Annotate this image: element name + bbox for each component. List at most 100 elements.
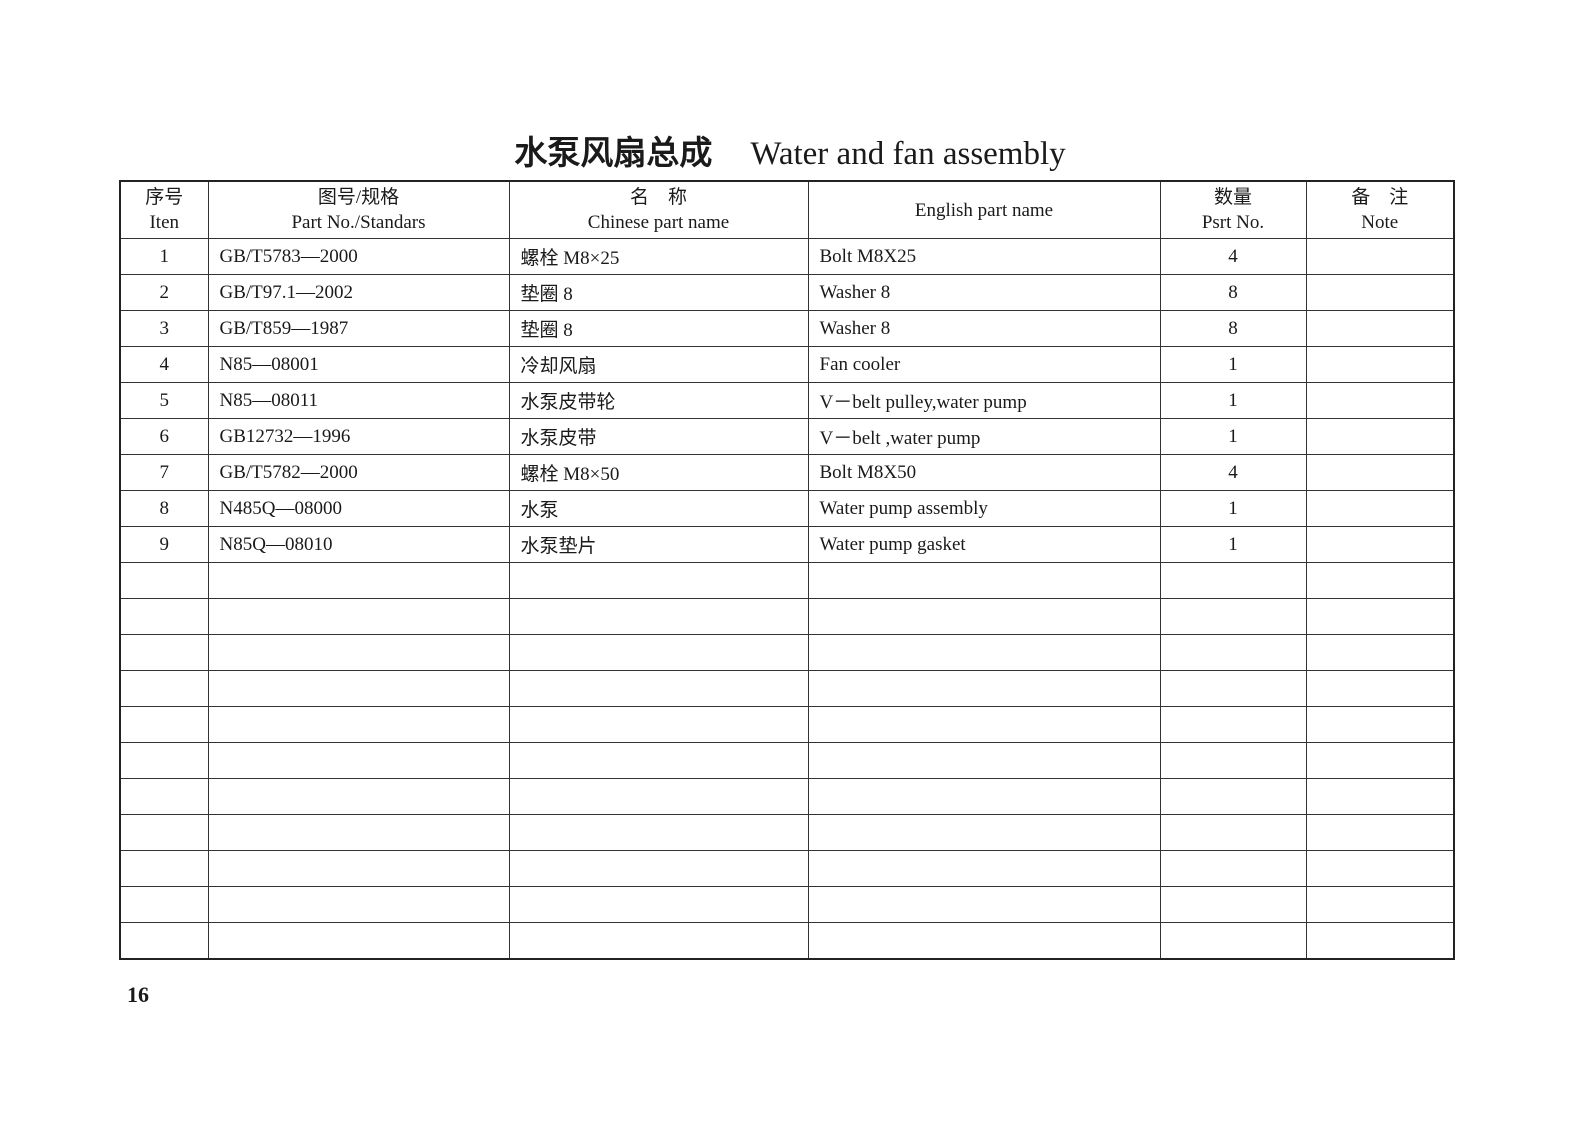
cell-part-no: N85—08011 (207, 382, 510, 419)
cell-note (1305, 922, 1455, 960)
cell-english-name: V－belt pulley,water pump (807, 382, 1161, 419)
table-row: 8 N485Q—08000 水泵 Water pump assembly 1 (119, 490, 1455, 527)
cell-note (1305, 670, 1455, 707)
cell-item: 4 (119, 346, 209, 383)
cell-item (119, 706, 209, 743)
cell-part-no (207, 778, 510, 815)
cell-english-name: Water pump assembly (807, 490, 1161, 527)
cell-item (119, 922, 209, 960)
cell-note (1305, 598, 1455, 635)
cell-part-no (207, 598, 510, 635)
cell-english-name (807, 922, 1161, 960)
cell-note (1305, 706, 1455, 743)
cell-quantity (1159, 886, 1307, 923)
column-header-quantity: 数量 Psrt No. (1159, 180, 1307, 239)
cell-quantity (1159, 814, 1307, 851)
cell-chinese-name: 垫圈 8 (508, 274, 809, 311)
cell-chinese-name (508, 634, 809, 671)
header-en: Note (1361, 212, 1399, 233)
cell-quantity: 1 (1159, 418, 1307, 455)
cell-quantity (1159, 778, 1307, 815)
cell-chinese-name: 水泵皮带 (508, 418, 809, 455)
cell-chinese-name: 水泵皮带轮 (508, 382, 809, 419)
cell-part-no (207, 886, 510, 923)
cell-part-no (207, 562, 510, 599)
empty-row (119, 598, 1455, 635)
cell-part-no (207, 670, 510, 707)
title-english: Water and fan assembly (750, 136, 1066, 172)
cell-item: 5 (119, 382, 209, 419)
cell-quantity: 1 (1159, 346, 1307, 383)
column-header-note: 备 注 Note (1305, 180, 1455, 239)
table-row: 5 N85—08011 水泵皮带轮 V－belt pulley,water pump 1 (119, 382, 1455, 419)
empty-row (119, 886, 1455, 923)
cell-item (119, 814, 209, 851)
cell-english-name: Washer 8 (807, 310, 1161, 347)
cell-item: 2 (119, 274, 209, 311)
cell-chinese-name (508, 886, 809, 923)
empty-row (119, 670, 1455, 707)
cell-english-name (807, 634, 1161, 671)
cell-quantity: 4 (1159, 238, 1307, 275)
table-row: 9 N85Q—08010 水泵垫片 Water pump gasket 1 (119, 526, 1455, 563)
cell-chinese-name: 螺栓 M8×25 (508, 238, 809, 275)
cell-quantity: 4 (1159, 454, 1307, 491)
cell-part-no: GB/T5782—2000 (207, 454, 510, 491)
cell-english-name: Bolt M8X50 (807, 454, 1161, 491)
cell-english-name: Water pump gasket (807, 526, 1161, 563)
cell-note (1305, 346, 1455, 383)
cell-note (1305, 814, 1455, 851)
header-cn: 数量 (1213, 187, 1252, 208)
cell-quantity (1159, 706, 1307, 743)
header-cn: 图号/规格 (317, 187, 400, 208)
cell-english-name: Washer 8 (807, 274, 1161, 311)
cell-quantity (1159, 670, 1307, 707)
page-title: 水泵风扇总成 Water and fan assembly (0, 126, 1571, 174)
cell-note (1305, 634, 1455, 671)
cell-english-name (807, 778, 1161, 815)
table-row: 1 GB/T5783—2000 螺栓 M8×25 Bolt M8X25 4 (119, 238, 1455, 275)
empty-row (119, 814, 1455, 851)
cell-part-no: N485Q—08000 (207, 490, 510, 527)
header-cn: 序号 (145, 187, 184, 208)
cell-part-no (207, 634, 510, 671)
header-en: English part name (914, 199, 1054, 221)
empty-row (119, 922, 1455, 960)
header-en: Psrt No. (1201, 212, 1265, 233)
cell-chinese-name: 冷却风扇 (508, 346, 809, 383)
cell-chinese-name (508, 814, 809, 851)
cell-english-name (807, 670, 1161, 707)
cell-chinese-name (508, 670, 809, 707)
column-header-part-no: 图号/规格 Part No./Standars (207, 180, 510, 239)
cell-part-no: GB/T5783—2000 (207, 238, 510, 275)
parts-table: 序号 Iten 图号/规格 Part No./Standars 名 称 Chinese p… (119, 180, 1455, 960)
cell-chinese-name (508, 742, 809, 779)
cell-item (119, 562, 209, 599)
table-row: 4 N85—08001 冷却风扇 Fan cooler 1 (119, 346, 1455, 383)
column-header-chinese-name: 名 称 Chinese part name (508, 180, 809, 239)
cell-item (119, 886, 209, 923)
cell-note (1305, 490, 1455, 527)
header-en: Chinese part name (587, 212, 730, 233)
cell-quantity (1159, 562, 1307, 599)
cell-note (1305, 562, 1455, 599)
cell-note (1305, 310, 1455, 347)
cell-quantity (1159, 922, 1307, 960)
column-header-item: 序号 Iten (119, 180, 209, 239)
header-en: Iten (149, 212, 180, 233)
cell-item: 9 (119, 526, 209, 563)
cell-note (1305, 454, 1455, 491)
cell-english-name (807, 562, 1161, 599)
cell-quantity (1159, 598, 1307, 635)
cell-note (1305, 418, 1455, 455)
page-number: 16 (127, 982, 149, 1007)
cell-part-no: GB/T859—1987 (207, 310, 510, 347)
cell-part-no: GB/T97.1—2002 (207, 274, 510, 311)
cell-part-no: GB12732—1996 (207, 418, 510, 455)
cell-item: 1 (119, 238, 209, 275)
cell-chinese-name (508, 850, 809, 887)
cell-item (119, 598, 209, 635)
empty-row (119, 850, 1455, 887)
cell-quantity: 1 (1159, 526, 1307, 563)
cell-item: 6 (119, 418, 209, 455)
